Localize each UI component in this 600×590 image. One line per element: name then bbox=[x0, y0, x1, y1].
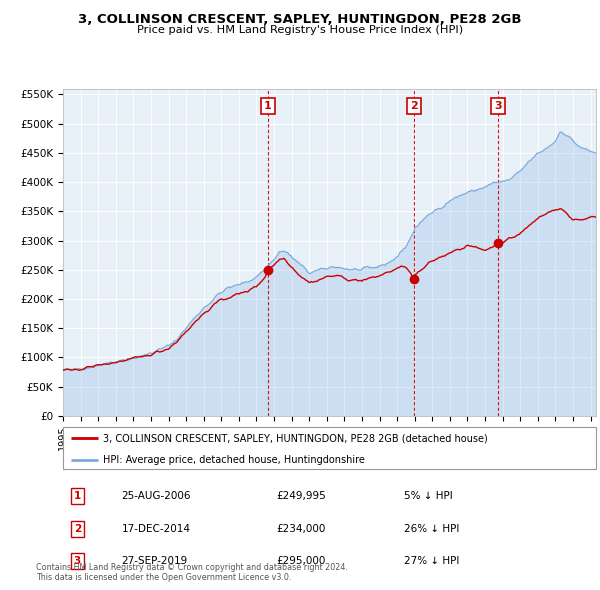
Text: 3, COLLINSON CRESCENT, SAPLEY, HUNTINGDON, PE28 2GB: 3, COLLINSON CRESCENT, SAPLEY, HUNTINGDO… bbox=[78, 13, 522, 26]
Text: 2: 2 bbox=[410, 101, 418, 111]
Text: 3: 3 bbox=[494, 101, 502, 111]
Text: 26% ↓ HPI: 26% ↓ HPI bbox=[404, 524, 460, 534]
Text: 17-DEC-2014: 17-DEC-2014 bbox=[122, 524, 191, 534]
Text: Price paid vs. HM Land Registry's House Price Index (HPI): Price paid vs. HM Land Registry's House … bbox=[137, 25, 463, 35]
Text: 27% ↓ HPI: 27% ↓ HPI bbox=[404, 556, 460, 566]
Text: 3, COLLINSON CRESCENT, SAPLEY, HUNTINGDON, PE28 2GB (detached house): 3, COLLINSON CRESCENT, SAPLEY, HUNTINGDO… bbox=[103, 433, 488, 443]
Text: 1: 1 bbox=[264, 101, 272, 111]
Text: HPI: Average price, detached house, Huntingdonshire: HPI: Average price, detached house, Hunt… bbox=[103, 455, 365, 465]
Text: 3: 3 bbox=[74, 556, 81, 566]
Text: Contains HM Land Registry data © Crown copyright and database right 2024.
This d: Contains HM Land Registry data © Crown c… bbox=[36, 563, 348, 582]
Text: 5% ↓ HPI: 5% ↓ HPI bbox=[404, 491, 453, 501]
Text: 2: 2 bbox=[74, 524, 81, 534]
Text: £295,000: £295,000 bbox=[276, 556, 325, 566]
Text: £249,995: £249,995 bbox=[276, 491, 326, 501]
Text: 25-AUG-2006: 25-AUG-2006 bbox=[122, 491, 191, 501]
Text: 1: 1 bbox=[74, 491, 81, 501]
Text: £234,000: £234,000 bbox=[276, 524, 325, 534]
FancyBboxPatch shape bbox=[63, 427, 596, 469]
Text: 27-SEP-2019: 27-SEP-2019 bbox=[122, 556, 188, 566]
